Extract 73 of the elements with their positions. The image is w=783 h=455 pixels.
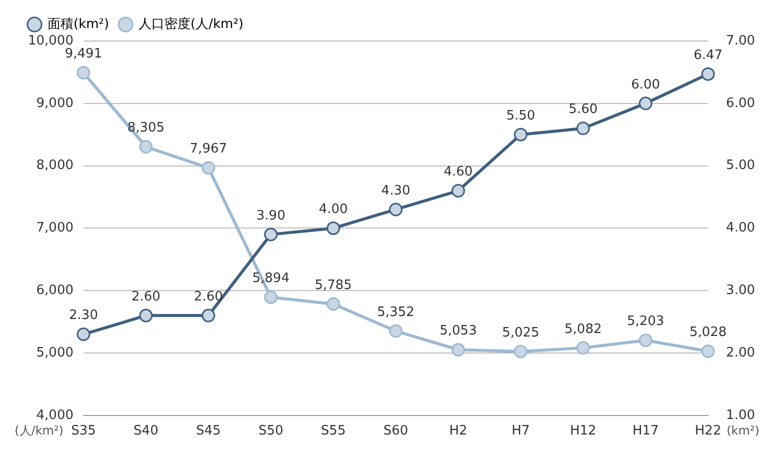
data-label: 9,491 xyxy=(64,46,102,62)
data-label: 5,894 xyxy=(252,271,290,286)
data-label: 4.30 xyxy=(381,183,410,198)
x-tick-label: H7 xyxy=(512,424,530,439)
x-tick-label: H12 xyxy=(570,424,596,439)
data-label: 5,082 xyxy=(564,322,602,337)
data-label: 5,025 xyxy=(502,325,540,340)
x-tick-label: S60 xyxy=(383,424,408,439)
point xyxy=(576,122,590,136)
y-tick-label: 7,000 xyxy=(36,220,74,236)
point xyxy=(202,161,216,175)
legend-label: 人口密度(人/km²) xyxy=(138,16,244,32)
x-tick-label: S35 xyxy=(71,424,96,439)
data-label: 6.47 xyxy=(694,48,723,63)
point xyxy=(202,308,216,322)
point xyxy=(576,341,590,355)
y2-tick-label: 2.00 xyxy=(726,345,756,360)
x-tick-label: H17 xyxy=(632,424,659,439)
point xyxy=(139,140,153,154)
point xyxy=(76,66,90,80)
x-tick-label: S50 xyxy=(258,424,284,439)
data-label: 2.60 xyxy=(194,289,223,304)
data-label: 5,785 xyxy=(314,278,352,293)
y-tick-label: 9,000 xyxy=(36,96,74,111)
x-tick-label: S45 xyxy=(196,424,221,439)
y2-tick-label: 6.00 xyxy=(726,96,756,111)
data-label: 5,053 xyxy=(440,324,477,339)
x-tick-label: H2 xyxy=(449,424,468,439)
point xyxy=(389,202,403,216)
y-tick-label: 5,000 xyxy=(36,345,74,360)
data-label: 4.60 xyxy=(444,164,473,180)
data-label: 5,203 xyxy=(626,314,664,330)
data-label: 3.90 xyxy=(256,208,286,224)
y-tick-label: 10,000 xyxy=(28,33,74,48)
data-label: 6.00 xyxy=(631,77,660,92)
point xyxy=(76,328,90,342)
legend-label: 面積(km²) xyxy=(48,16,110,32)
y2-tick-label: 1.00 xyxy=(726,408,756,423)
y-tick-label: 6,000 xyxy=(36,282,74,298)
y2-tick-label: 3.00 xyxy=(726,282,756,298)
data-label: 5,028 xyxy=(689,325,727,340)
x-tick-label: S40 xyxy=(134,424,158,439)
point xyxy=(638,96,652,110)
point xyxy=(701,67,715,81)
point xyxy=(514,128,528,142)
data-label: 7,967 xyxy=(190,142,228,157)
data-label: 8,305 xyxy=(127,120,165,136)
point xyxy=(389,324,403,338)
y-tick-label: 4,000 xyxy=(36,408,74,423)
data-label: 5.50 xyxy=(506,108,536,124)
data-label: 5,352 xyxy=(377,304,414,320)
y2-tick-label: 5.00 xyxy=(726,158,756,174)
point xyxy=(326,297,340,311)
point xyxy=(139,308,153,322)
y2-tick-label: 7.00 xyxy=(726,33,756,48)
y2-tick-label: 4.00 xyxy=(726,220,756,236)
data-label: 2.30 xyxy=(69,308,98,324)
x-tick-label: H22 xyxy=(694,424,722,439)
point xyxy=(264,228,278,242)
point xyxy=(451,184,465,198)
point xyxy=(264,290,278,304)
data-label: 5.60 xyxy=(568,102,598,118)
point xyxy=(514,344,528,358)
data-label: 2.60 xyxy=(131,289,160,304)
y-axis-title: (人/km²) xyxy=(14,424,64,438)
point xyxy=(638,334,652,348)
point xyxy=(701,344,715,358)
point xyxy=(326,221,340,235)
data-label: 4.00 xyxy=(318,202,348,218)
y-tick-label: 8,000 xyxy=(36,158,74,174)
y2-axis-title: (km²) xyxy=(726,424,760,438)
point xyxy=(451,342,465,356)
x-tick-label: S55 xyxy=(320,424,346,439)
